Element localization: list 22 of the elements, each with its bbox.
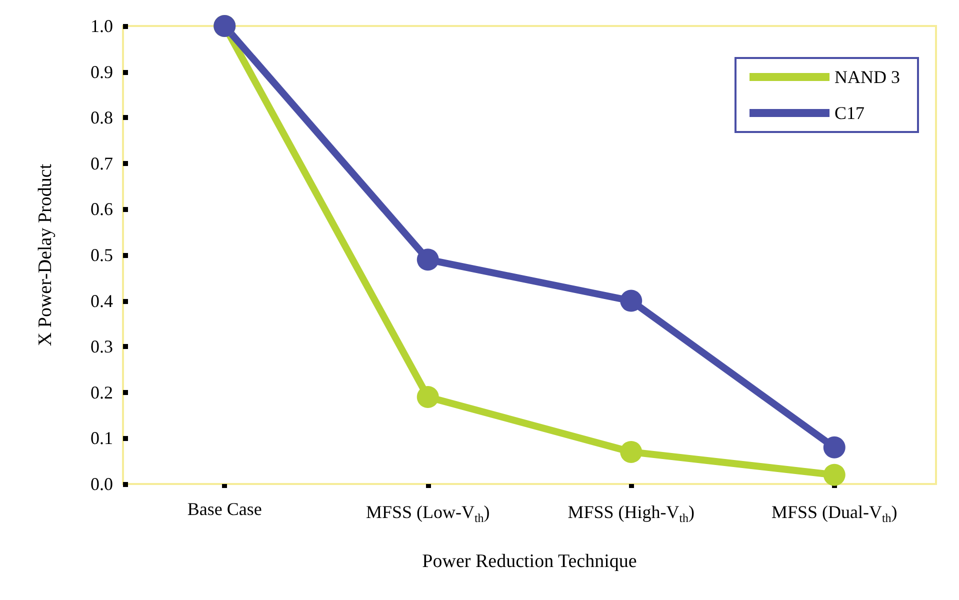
legend-label: NAND 3 [834,67,900,87]
point [823,436,846,458]
y-tick-label: 0.7 [90,153,113,174]
y-tick-label: 0.2 [90,382,113,402]
legend-label: C17 [834,103,865,123]
y-tick-label: 0.8 [90,108,113,128]
x-tick-label: Base Case [187,499,262,519]
point [620,290,642,312]
y-tick-label: 0.1 [90,428,113,448]
point [416,248,439,271]
y-tick-label: 0.6 [90,199,113,220]
y-tick-label: 0.3 [90,336,113,357]
point [823,464,846,486]
y-tick-label: 0.5 [90,245,113,265]
y-axis-title: X Power-Delay Product [35,163,56,346]
y-tick-label: 0.9 [90,62,113,82]
point [416,386,439,408]
x-axis-title: Power Reduction Technique [422,551,637,572]
y-tick-label: 0.4 [90,290,113,311]
y-tick-label: 0.0 [90,474,113,494]
y-tick-label: 1.0 [90,16,113,36]
point [620,440,642,463]
